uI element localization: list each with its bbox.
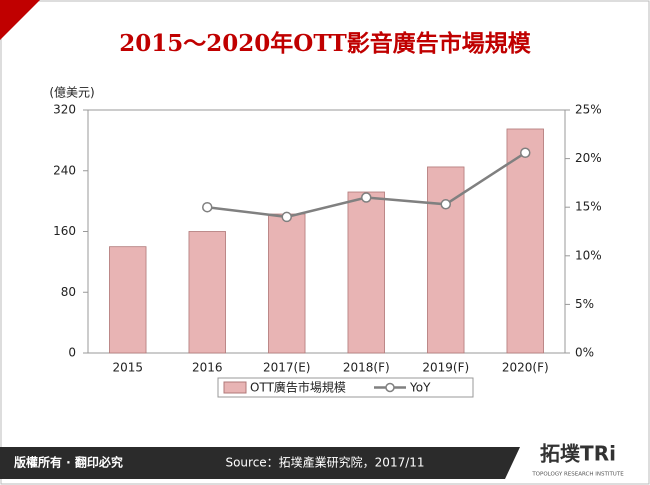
legend: [217, 377, 474, 398]
copyright: 版權所有 · 翻印必究: [14, 455, 123, 470]
line-marker: [361, 192, 372, 203]
legend-label: YoY: [409, 381, 431, 395]
bar: [347, 191, 385, 354]
bar: [268, 213, 306, 354]
y-axis-label: (億美元): [49, 86, 94, 100]
bar: [188, 231, 226, 354]
y-tick-label: 0: [68, 346, 76, 360]
y2-tick-label: 25%: [575, 103, 602, 117]
x-tick-label: 2020(F): [502, 361, 549, 375]
y-tick-label: 320: [53, 103, 76, 117]
x-tick-label: 2016: [192, 361, 223, 375]
line-marker: [202, 201, 213, 213]
logo-subtitle: TOPOLOGY RESEARCH INSTITUTE: [531, 472, 624, 478]
x-tick-label: 2017(E): [263, 361, 310, 375]
y2-tick-label: 20%: [575, 151, 602, 165]
source: Source：拓墣產業研究院，2017/11: [225, 455, 424, 470]
y-tick-label: 80: [61, 285, 76, 299]
corner: [0, 0, 40, 40]
line-marker: [440, 199, 451, 210]
footer-bar: [0, 447, 500, 479]
line-marker: [281, 211, 292, 223]
bar: [427, 166, 465, 354]
y2-tick-label: 15%: [575, 200, 602, 214]
bar: [506, 128, 544, 354]
line-marker: [520, 147, 531, 159]
x-tick-label: 2019(F): [422, 361, 469, 375]
x-tick-label: 2018(F): [343, 361, 390, 375]
bar: [109, 246, 147, 354]
legend-swatch: [385, 382, 395, 393]
legend-label: OTT廣告市場規模: [250, 380, 346, 395]
y-tick-label: 160: [53, 224, 76, 238]
y2-tick-label: 10%: [575, 248, 602, 262]
footer-tip: [500, 447, 520, 479]
y2-tick-label: 0%: [575, 346, 594, 360]
x-tick-label: 2015: [112, 361, 143, 375]
chart-title: 2015～2020年OTT影音廣告市場規模: [119, 30, 531, 57]
logo: 拓墣TRi: [540, 442, 616, 466]
y2-tick-label: 5%: [575, 297, 594, 311]
legend-swatch: [223, 381, 247, 394]
y-tick-label: 240: [53, 163, 76, 177]
